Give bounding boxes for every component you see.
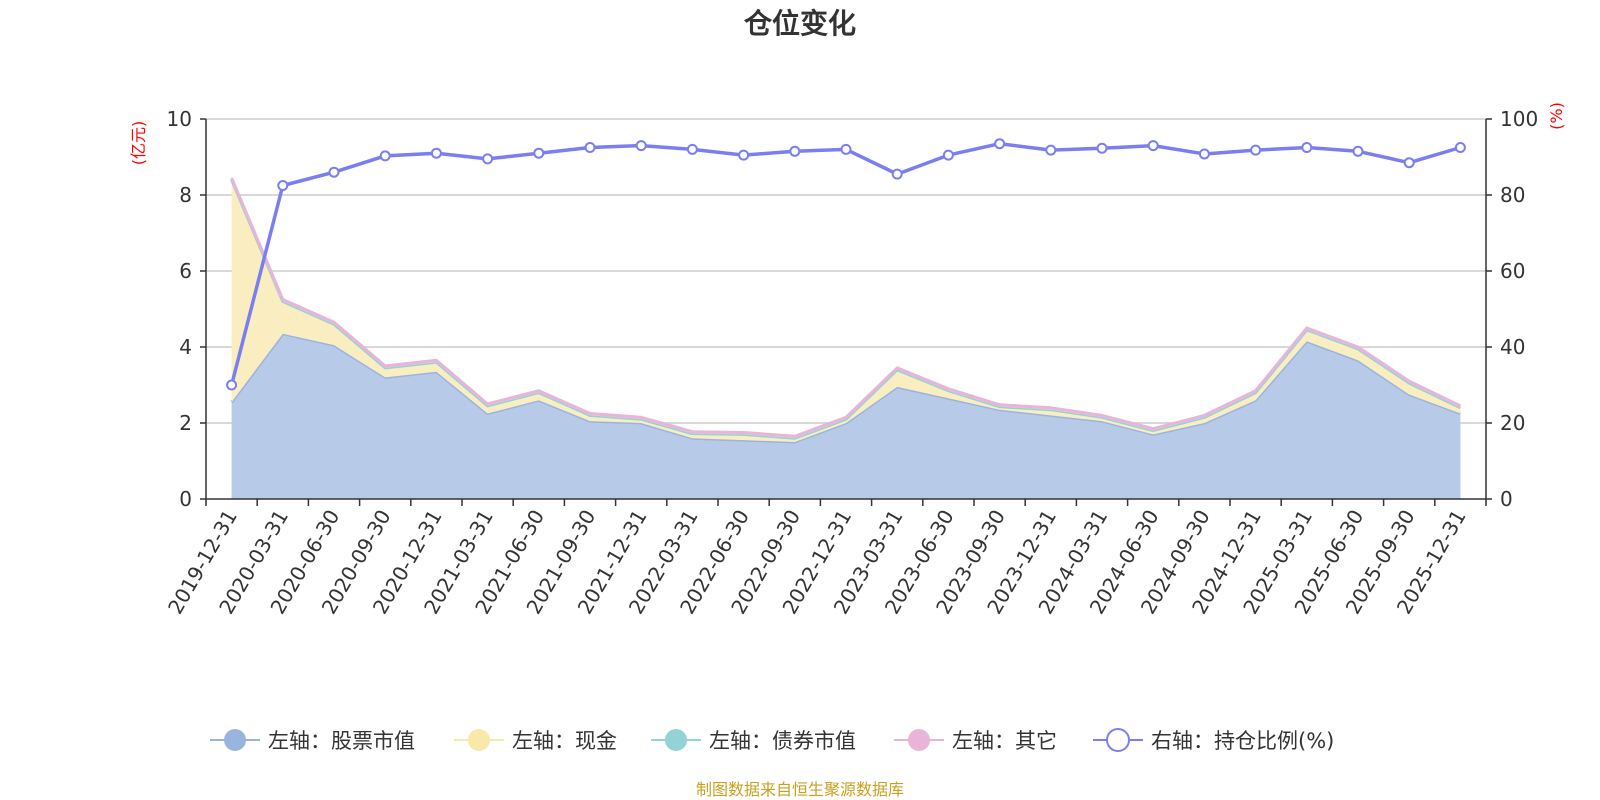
- ratio-point: [1096, 142, 1108, 154]
- right-tick-label: 0: [1500, 487, 1513, 511]
- left-tick-label: 2: [179, 411, 192, 435]
- legend-marker: [224, 729, 246, 751]
- legend-label: 左轴：股票市值: [268, 729, 415, 753]
- ratio-point: [1147, 140, 1159, 152]
- ratio-point: [994, 138, 1006, 150]
- ratio-point: [1198, 148, 1210, 160]
- ratio-point: [430, 147, 442, 159]
- ratio-point: [226, 379, 238, 391]
- ratio-point: [686, 143, 698, 155]
- ratio-point: [789, 145, 801, 157]
- ratio-point: [482, 153, 494, 165]
- right-axis-unit: (%): [1547, 102, 1566, 130]
- ratio-point: [891, 168, 903, 180]
- left-tick-label: 10: [167, 107, 192, 131]
- stacked-areas: [230, 177, 1462, 499]
- legend-marker: [908, 729, 930, 751]
- ratio-point: [584, 142, 596, 153]
- ratio-point: [277, 180, 289, 191]
- legend-marker: [1106, 728, 1130, 752]
- ratio-point: [1250, 144, 1262, 156]
- legend-label: 左轴：债券市值: [709, 729, 856, 753]
- ratio-point: [738, 149, 750, 161]
- position-ratio-line: [226, 138, 1466, 391]
- left-tick-label: 8: [179, 183, 192, 207]
- area-左轴：股票市值: [231, 333, 1461, 499]
- ratio-point: [328, 166, 340, 178]
- legend-label: 左轴：其它: [952, 729, 1057, 753]
- ratio-point: [379, 150, 391, 162]
- legend-label: 左轴：现金: [512, 729, 617, 753]
- legend-marker: [665, 729, 687, 751]
- ratio-point: [1301, 142, 1313, 153]
- ratio-point: [942, 149, 954, 161]
- ratio-line-path: [229, 141, 1461, 386]
- left-tick-label: 4: [179, 335, 192, 359]
- area-edge-line: [230, 177, 1462, 438]
- left-tick-label: 0: [179, 487, 192, 511]
- left-axis-unit: (亿元): [129, 121, 148, 166]
- right-tick-label: 40: [1500, 335, 1525, 359]
- source-note: 制图数据来自恒生聚源数据库: [696, 780, 904, 799]
- ratio-point: [840, 143, 852, 155]
- ratio-point: [1403, 157, 1415, 169]
- left-tick-label: 6: [179, 259, 192, 283]
- right-tick-label: 80: [1500, 183, 1525, 207]
- right-tick-label: 20: [1500, 411, 1525, 435]
- legend[interactable]: 左轴：股票市值 左轴：现金 左轴：债券市值 左轴：其它 右轴：持仓比例(%): [210, 728, 1334, 753]
- ratio-point: [635, 140, 647, 152]
- ratio-point: [1045, 144, 1057, 156]
- chart-title: 仓位变化: [744, 7, 856, 40]
- ratio-point: [533, 147, 545, 159]
- legend-marker: [468, 729, 490, 751]
- right-tick-label: 60: [1500, 259, 1525, 283]
- right-tick-label: 100: [1500, 107, 1538, 131]
- ratio-point: [1352, 145, 1364, 157]
- legend-label: 右轴：持仓比例(%): [1151, 729, 1334, 753]
- ratio-point: [1454, 142, 1466, 153]
